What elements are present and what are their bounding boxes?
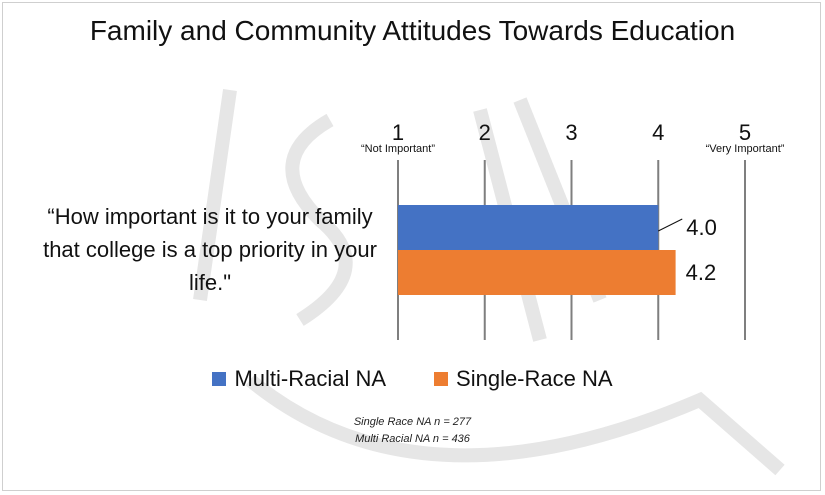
watermark-stroke — [193, 89, 237, 301]
legend-swatch — [434, 372, 449, 386]
scale-anchor-low: “Not Important” — [361, 143, 435, 155]
chart-title: Family and Community Attitudes Towards E… — [89, 15, 736, 46]
legend-swatch — [212, 372, 227, 386]
legend: Multi-Racial NA Single-Race NA — [0, 366, 825, 392]
watermark-stroke — [285, 113, 353, 326]
tick-label: 2 — [479, 120, 491, 145]
tick-label: 5 — [739, 120, 751, 145]
note-multi-racial: Multi Racial NA n = 436 — [355, 433, 470, 445]
data-label-leader — [658, 218, 683, 232]
sample-size-notes: Single Race NA n = 277 Multi Racial NA n… — [0, 414, 825, 448]
legend-item-single-race: Single-Race NA — [434, 366, 613, 392]
legend-item-multi-racial: Multi-Racial NA — [212, 366, 386, 392]
tick-label: 1 — [392, 120, 404, 145]
tick-label: 3 — [565, 120, 577, 145]
bar-multi-racial — [398, 205, 659, 250]
category-label: “How important is it to your family that… — [43, 204, 377, 295]
bar-single-race — [398, 250, 676, 295]
legend-label: Multi-Racial NA — [234, 366, 387, 391]
legend-label: Single-Race NA — [456, 366, 613, 391]
watermark-stroke — [245, 374, 785, 476]
data-label: 4.2 — [686, 260, 717, 285]
note-single-race: Single Race NA n = 277 — [353, 416, 472, 428]
tick-label: 4 — [652, 120, 664, 145]
data-label: 4.0 — [686, 215, 717, 240]
scale-anchor-high: “Very Important” — [706, 143, 785, 155]
